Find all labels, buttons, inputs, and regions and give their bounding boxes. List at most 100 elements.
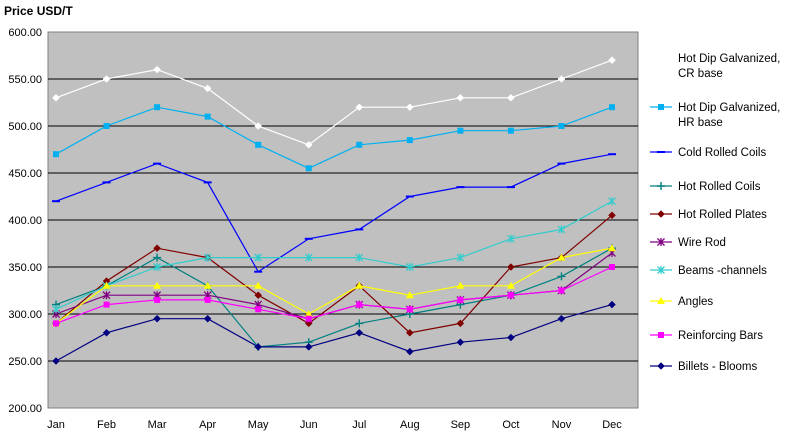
data-point [557,225,566,234]
legend-item: Angles [650,296,713,308]
legend-label: Wire Rod [678,237,726,249]
data-point [254,281,263,289]
data-point [153,281,162,289]
data-point [254,253,263,262]
legend-item: Wire Rod [650,237,726,249]
gridlines [48,78,638,362]
series-9 [52,300,616,365]
legend-marker [658,332,664,338]
y-tick-label: 250.00 [8,356,42,368]
series-line [55,247,613,324]
data-point [304,343,313,351]
data-point [557,314,566,323]
legend-item: Reinforcing Bars [650,330,763,342]
data-point [456,253,465,262]
data-point [356,141,363,148]
legend-label: Cold Rolled Coils [678,147,766,159]
legend-marker [657,210,665,218]
data-point [102,281,111,289]
y-tick-label: 400.00 [8,215,42,227]
x-tick-label: Apr [199,419,216,431]
data-point [255,306,262,313]
data-point [153,263,162,271]
legend-label: Hot Rolled Coils [678,181,761,193]
data-point [52,93,60,102]
data-point [506,234,515,243]
series-line [55,247,613,348]
data-point [608,244,616,252]
data-point [304,140,313,149]
legend-marker [658,104,664,110]
data-point [305,315,312,322]
data-point [254,122,263,130]
legend-label: Hot Dip Galvanized, [678,53,780,65]
y-tick-label: 350.00 [8,262,42,274]
data-point [203,314,212,323]
x-tick-label: Feb [97,419,116,431]
series-line [55,266,613,324]
data-point [405,291,414,299]
data-point [456,93,465,102]
legend-marker [657,266,665,274]
data-point [103,301,110,308]
data-point [304,310,313,317]
x-tick-label: Sep [451,419,471,431]
legend-item: Hot Rolled Coils [650,181,761,193]
legend-item: Cold Rolled Coils [650,147,766,159]
series-line [55,106,613,169]
y-axis-title: Price USD/T [4,4,73,18]
legend-item: Billets - Blooms [650,361,757,373]
x-tick-label: Mar [148,419,167,431]
series-line [55,153,613,273]
data-point [557,75,566,83]
x-tick-label: Nov [552,419,572,431]
data-point [405,103,414,112]
series-layer [52,56,616,365]
data-point [154,296,161,303]
legend-item: Hot Dip Galvanized, HR base [650,102,780,129]
data-point [406,306,413,313]
axes: 200.00 250.00 300.00 350.00 400.00 450.00 500.… [8,27,622,431]
legend-label: Hot Rolled Plates [678,209,767,221]
legend-item: Hot Rolled Plates [650,209,767,221]
data-point [102,291,111,300]
data-point [53,320,59,327]
data-point [153,244,161,253]
legend-marker [657,297,665,304]
series-7 [52,244,616,327]
data-point [608,197,616,206]
data-point [507,292,514,299]
series-2 [52,153,616,273]
y-tick-label: 500.00 [8,121,42,133]
data-point [457,296,464,303]
data-point [405,263,414,271]
legend-label: CR base [678,68,723,80]
series-line [55,304,613,362]
series-8 [53,264,615,327]
data-point [507,263,515,271]
data-point [456,319,465,328]
series-line [55,59,613,146]
x-tick-label: Oct [502,419,519,431]
legend-label: Beams -channels [678,265,767,277]
data-point [203,84,212,93]
data-point [609,104,615,111]
data-point [558,123,565,129]
series-0 [52,56,616,149]
data-point [608,211,616,220]
y-tick-label: 200.00 [8,403,42,415]
data-point [102,75,111,83]
data-point [356,301,363,308]
x-tick-label: Jun [300,419,318,431]
data-point [405,328,414,337]
data-point [558,287,565,294]
data-point [557,253,566,261]
data-point [255,141,262,148]
data-point [355,281,364,289]
data-point [53,151,59,158]
legend-label: Billets - Blooms [678,361,757,373]
data-point [153,253,162,262]
data-point [305,165,312,172]
